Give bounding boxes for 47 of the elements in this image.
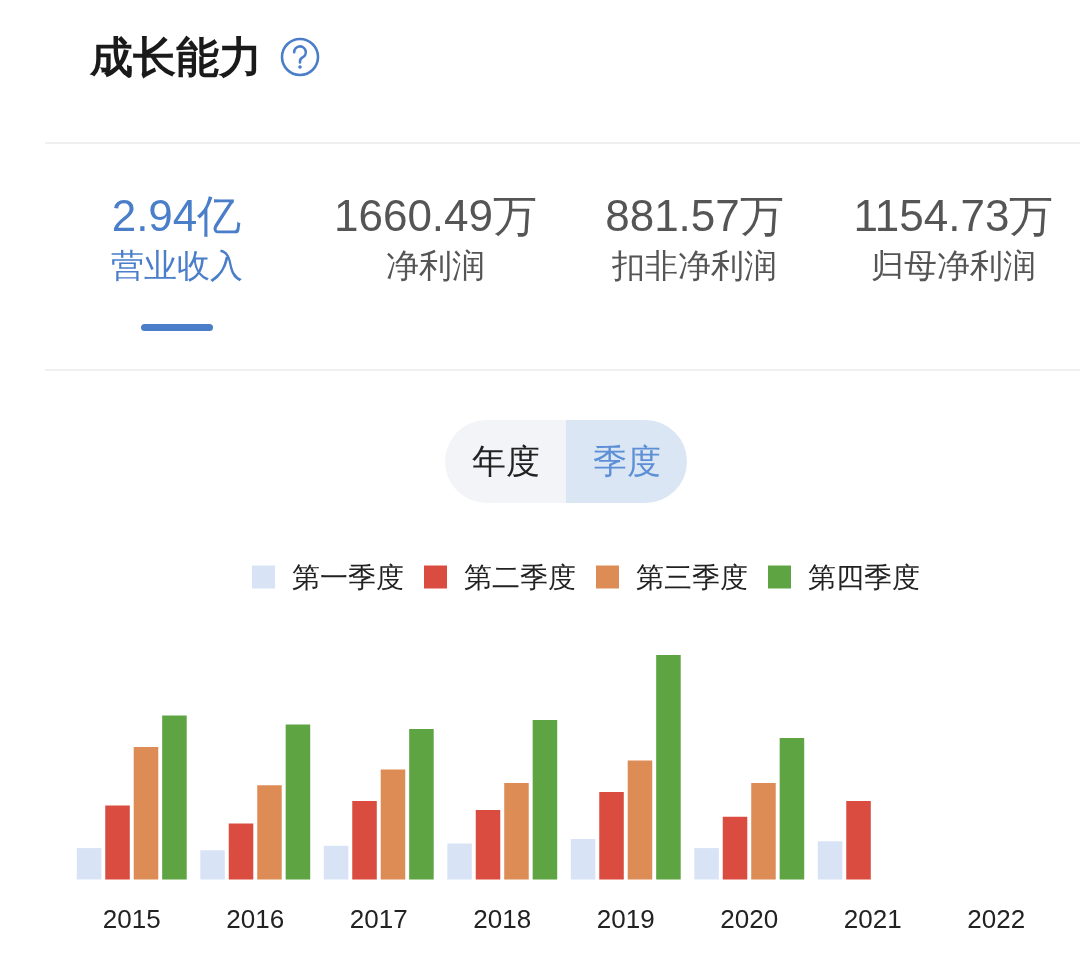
bar [599,791,624,880]
bar [532,720,558,880]
chart-title: 成长能力 [90,32,262,83]
x-tick-label: 2021 [843,903,902,934]
legend-label: 第二季度 [464,561,576,593]
bar [257,785,282,880]
legend-label: 第四季度 [808,561,920,593]
text: 881.57万 [605,190,784,242]
x-tick-label: 2016 [226,903,285,934]
bar [751,782,776,880]
bar [285,724,311,880]
x-tick-label: 2017 [349,903,408,934]
bar [105,805,130,880]
bar [323,845,349,880]
bar [162,715,187,880]
bar [779,738,805,880]
bar [504,782,529,880]
x-tick-label: 2018 [473,903,532,934]
bar [352,800,377,880]
text: 营业收入 [110,246,243,286]
bar [475,809,501,880]
text: 归母净利润 [871,246,1036,286]
bar [380,769,406,880]
bar [409,729,434,880]
bar [76,848,102,880]
bar [228,823,254,880]
bar [846,800,871,880]
text: 净利润 [386,246,485,286]
x-tick-label: 2019 [596,903,655,934]
bar [133,747,159,880]
x-tick-label: 2022 [967,903,1026,934]
x-tick-label: 2015 [102,903,161,934]
legend-label: 第三季度 [636,561,748,593]
text: 1154.73万 [853,190,1054,242]
x-tick-label: 2020 [720,903,779,934]
text: 1660.49万 [333,190,538,242]
bar [570,839,596,880]
legend-label: 第一季度 [292,561,404,593]
bar [817,841,843,880]
bar [656,655,681,880]
bar [627,760,653,880]
bar [447,843,472,880]
bar [722,816,748,880]
bar [200,850,225,880]
bar [694,848,719,880]
text: 2.94亿 [111,190,242,242]
text: 扣非净利润 [612,246,777,286]
